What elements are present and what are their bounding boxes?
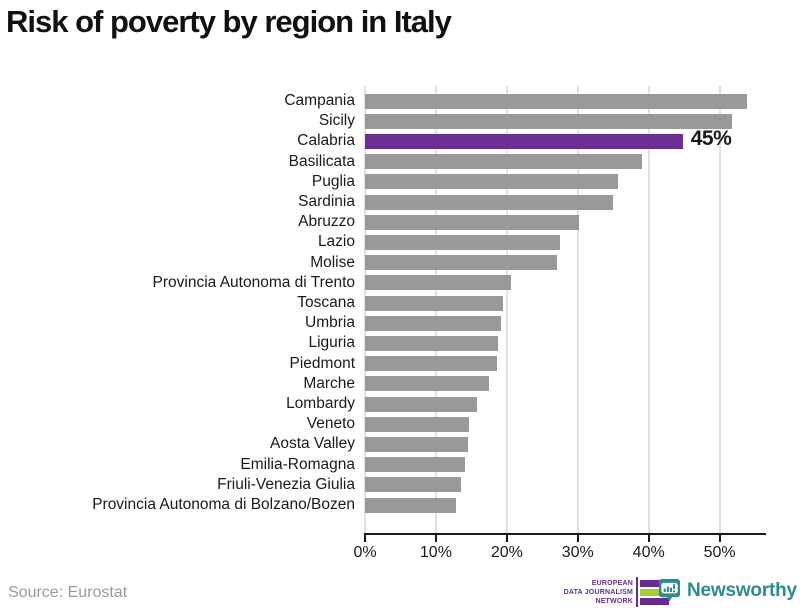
bar xyxy=(365,194,613,210)
bar xyxy=(365,356,497,372)
edjn-logo-mark xyxy=(640,579,669,605)
edjn-line-2: DATA JOURNALISM xyxy=(563,588,633,596)
region-label: Provincia Autonoma di Trento xyxy=(152,273,355,291)
x-axis-tick-label: 40% xyxy=(632,544,665,561)
bar xyxy=(365,113,733,129)
region-label: Umbria xyxy=(305,314,355,332)
x-axis-tick-label: 0% xyxy=(353,544,377,561)
newsworthy-logo-text: Newsworthy xyxy=(687,579,797,601)
bar xyxy=(365,174,619,190)
region-label: Lombardy xyxy=(286,395,355,412)
edjn-line-3: NETWORK xyxy=(595,597,633,605)
gridline xyxy=(576,86,579,533)
region-label: Toscana xyxy=(297,294,355,311)
bar xyxy=(365,235,561,250)
newsworthy-logo: Newsworthy xyxy=(658,578,797,603)
region-label: Campania xyxy=(284,92,355,109)
gridline xyxy=(718,86,721,533)
region-label: Sicily xyxy=(318,112,355,130)
x-axis-tick xyxy=(505,535,508,542)
gridline xyxy=(647,86,650,533)
bar xyxy=(365,315,502,331)
bar xyxy=(365,497,457,513)
x-axis-tick xyxy=(434,535,437,542)
x-axis-tick xyxy=(364,535,366,542)
region-label: Calabria xyxy=(297,132,355,150)
region-label: Lazio xyxy=(317,233,355,251)
bar xyxy=(365,396,478,412)
highlight-value-label: 45% xyxy=(690,127,732,151)
x-axis-tick-label: 10% xyxy=(419,544,452,561)
bar xyxy=(365,214,580,230)
gridline xyxy=(505,86,508,533)
edjn-bar-purple-top xyxy=(640,579,669,587)
bar xyxy=(365,295,503,311)
region-label: Sardinia xyxy=(298,193,355,210)
region-label: Provincia Autonoma di Bolzano/Bozen xyxy=(92,496,355,513)
region-label: Marche xyxy=(303,374,355,392)
bar xyxy=(365,437,468,452)
bar xyxy=(365,255,558,271)
edjn-line-1: EUROPEAN xyxy=(591,579,633,587)
edjn-logo-divider xyxy=(636,577,638,607)
bar xyxy=(365,376,490,392)
x-axis-tick xyxy=(718,535,721,542)
region-label: Molise xyxy=(310,253,355,271)
edjn-logo-text: EUROPEAN DATA JOURNALISM NETWORK xyxy=(563,579,636,606)
newsworthy-chart-bubble-icon xyxy=(658,579,681,602)
region-label: Emilia-Romagna xyxy=(240,455,355,473)
x-axis-tick-label: 30% xyxy=(561,544,594,561)
bar-highlighted xyxy=(365,134,683,149)
x-axis-tick-label: 50% xyxy=(703,544,736,561)
region-label: Veneto xyxy=(306,415,355,433)
region-label: Piedmont xyxy=(289,354,355,372)
source-note: Source: Eurostat xyxy=(8,584,128,601)
bar xyxy=(365,416,470,432)
region-label: Friuli-Venezia Giulia xyxy=(217,475,355,493)
region-label: Basilicata xyxy=(288,152,355,170)
bar xyxy=(365,93,747,109)
x-axis-tick xyxy=(576,535,579,542)
x-axis-tick-label: 20% xyxy=(490,544,523,561)
bar xyxy=(365,154,642,170)
region-label: Puglia xyxy=(311,172,355,190)
region-label: Aosta Valley xyxy=(269,435,355,453)
edjn-bar-purple-bottom xyxy=(640,597,669,605)
bar xyxy=(365,275,512,291)
region-label: Liguria xyxy=(308,334,355,352)
bar xyxy=(365,457,465,473)
region-label: Abruzzo xyxy=(298,213,355,231)
edjn-bar-green xyxy=(640,588,659,596)
edjn-logo: EUROPEAN DATA JOURNALISM NETWORK xyxy=(563,577,669,607)
chart-title: Risk of poverty by region in Italy xyxy=(6,4,452,39)
x-axis-line xyxy=(364,533,766,535)
x-axis-tick xyxy=(647,535,650,542)
bar xyxy=(365,336,499,351)
bar xyxy=(365,477,462,493)
